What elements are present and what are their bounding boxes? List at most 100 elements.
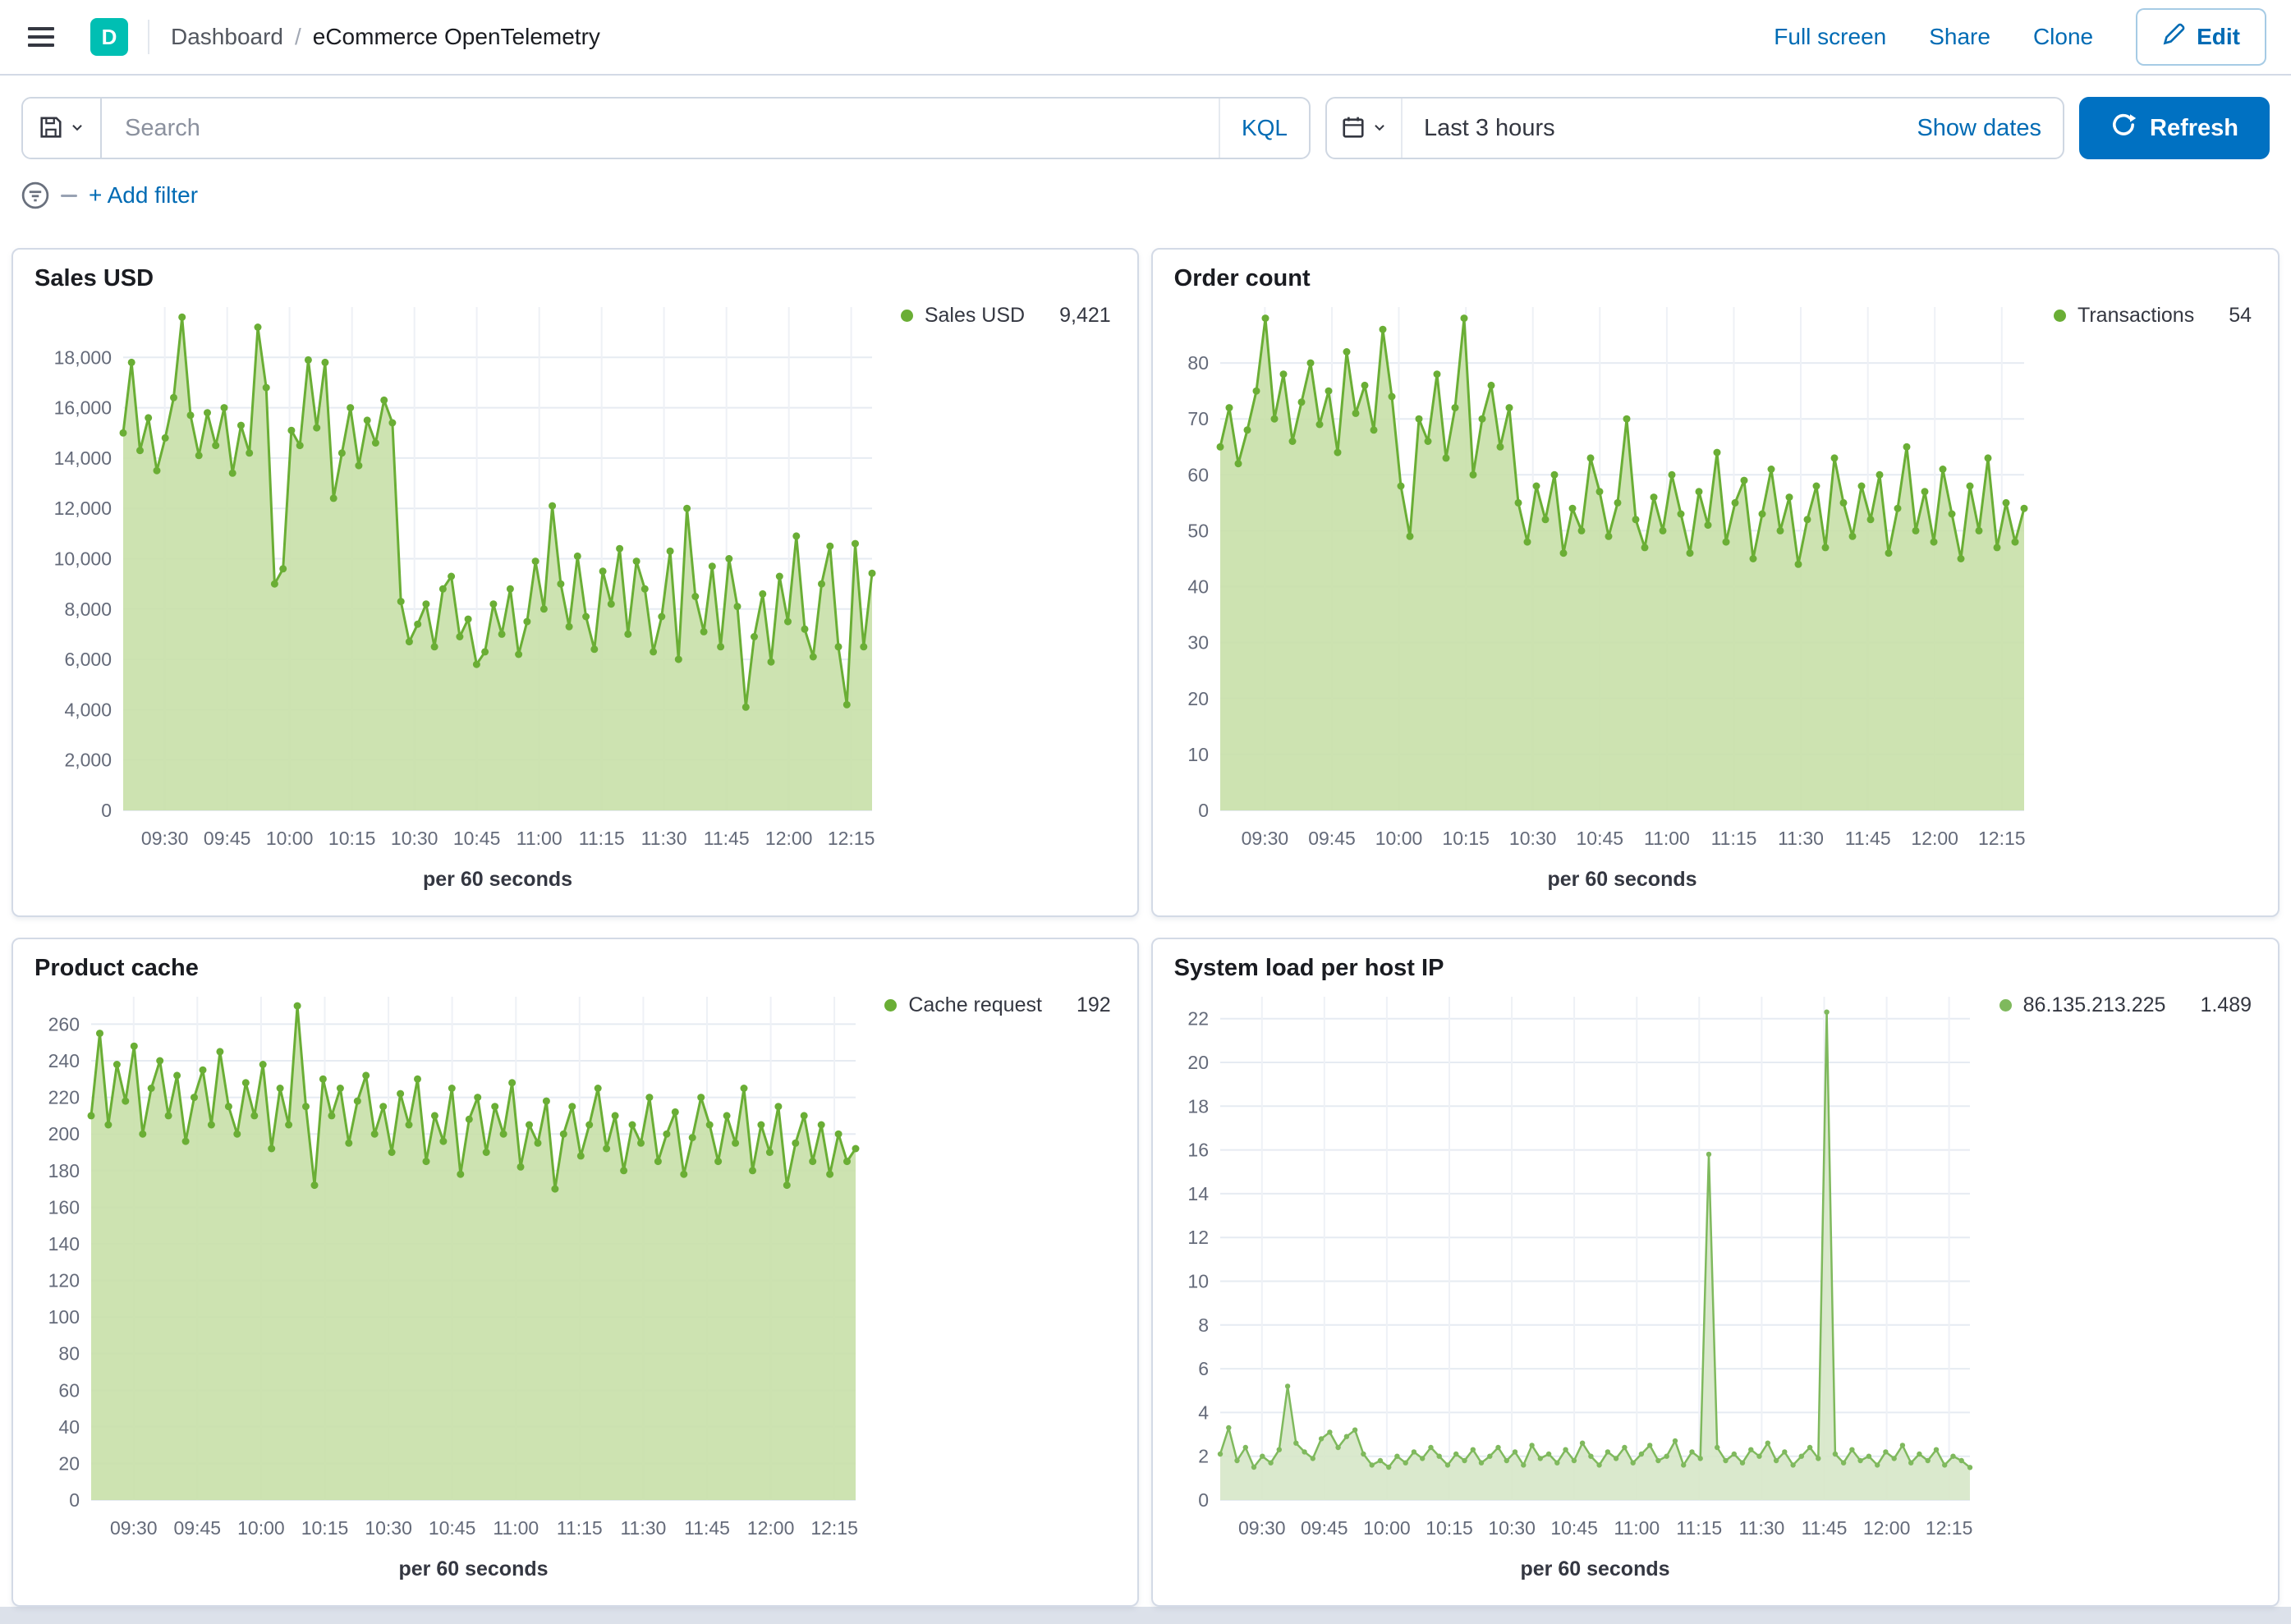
breadcrumb-dashboard[interactable]: Dashboard [171,24,283,49]
search-box: KQL [102,99,1309,158]
svg-text:09:30: 09:30 [1238,1517,1286,1539]
svg-text:10:45: 10:45 [429,1517,476,1539]
panel-sales-usd: Sales USD 0 2,000 4,000 6,000 8,000 10,000 12,… [11,248,1139,917]
breadcrumb-separator: / [294,24,301,49]
svg-text:4,000: 4,000 [64,699,112,720]
legend-value: 54 [2229,304,2252,327]
svg-text:14: 14 [1187,1183,1209,1204]
order-count-chart[interactable]: 0 10 20 30 40 50 60 70 80 09:30 09:45 10:00 10:15 10:… [1174,297,2039,897]
svg-text:11:45: 11:45 [684,1517,730,1539]
svg-text:09:45: 09:45 [1301,1517,1348,1539]
legend-item-transactions[interactable]: Transactions 54 [2039,297,2257,328]
svg-text:8: 8 [1198,1314,1209,1336]
svg-text:14,000: 14,000 [54,447,112,469]
legend-label: Transactions [2078,304,2195,327]
hamburger-menu-icon[interactable] [21,17,61,57]
svg-text:20: 20 [58,1452,80,1474]
edit-button[interactable]: Edit [2136,8,2266,66]
svg-text:11:15: 11:15 [557,1517,603,1539]
svg-text:11:15: 11:15 [1710,828,1756,849]
filter-icon[interactable] [21,181,49,209]
dashboard-grid: Sales USD 0 2,000 4,000 6,000 8,000 10,000 12,… [0,248,2291,1607]
svg-text:12,000: 12,000 [54,498,112,519]
header-bar: D Dashboard / eCommerce OpenTelemetry Fu… [0,0,2291,76]
svg-text:11:45: 11:45 [704,828,750,849]
svg-text:12:00: 12:00 [747,1517,795,1539]
search-input[interactable] [102,99,1219,158]
space-badge[interactable]: D [90,18,128,56]
panel-product-cache: Product cache 0 20 40 60 80 100 120 140 160 180 20… [11,938,1139,1607]
svg-text:0: 0 [101,800,112,821]
clone-link[interactable]: Clone [2032,24,2094,49]
svg-text:11:15: 11:15 [579,828,625,849]
legend-item-sales-usd[interactable]: Sales USD 9,421 [886,297,1116,328]
filter-dash [61,194,77,197]
svg-text:20: 20 [1187,688,1209,709]
svg-text:09:45: 09:45 [1308,828,1356,849]
legend-value: 1.489 [2200,993,2252,1016]
svg-text:18: 18 [1187,1095,1209,1117]
svg-text:20: 20 [1187,1052,1209,1073]
svg-text:80: 80 [58,1343,80,1365]
legend-item-cache-request[interactable]: Cache request 192 [870,987,1115,1017]
panel-title: Sales USD [34,265,154,291]
svg-text:09:45: 09:45 [174,1517,222,1539]
hamburger-bars [28,27,54,47]
svg-text:10:30: 10:30 [391,828,438,849]
svg-text:12:15: 12:15 [828,828,875,849]
header-actions: Full screen Share Clone Edit [1774,8,2266,66]
kql-button[interactable]: KQL [1218,99,1309,158]
svg-text:10: 10 [1187,744,1209,765]
svg-text:11:45: 11:45 [1844,828,1890,849]
system-load-chart[interactable]: 0 2 4 6 8 10 12 14 16 18 20 22 09:30 09:45 10:00 10:15 1… [1174,987,1985,1587]
pencil-icon [2162,23,2185,52]
svg-text:6: 6 [1198,1358,1209,1379]
svg-text:per 60 seconds: per 60 seconds [1520,1557,1669,1580]
svg-text:22: 22 [1187,1008,1209,1030]
share-link[interactable]: Share [1929,24,1990,49]
svg-text:11:00: 11:00 [493,1517,539,1539]
refresh-button[interactable]: Refresh [2079,97,2270,159]
legend-label: Sales USD [924,304,1026,327]
svg-text:140: 140 [48,1233,80,1255]
svg-text:11:15: 11:15 [1676,1517,1722,1539]
add-filter-link[interactable]: + Add filter [89,182,199,208]
svg-text:0: 0 [1198,800,1209,821]
svg-text:2: 2 [1198,1446,1209,1467]
time-range-label[interactable]: Last 3 hours [1424,114,1555,141]
sales-usd-chart[interactable]: 0 2,000 4,000 6,000 8,000 10,000 12,000 14,000 1… [34,297,886,897]
legend-label: Cache request [908,993,1042,1016]
svg-text:10:15: 10:15 [1426,1517,1473,1539]
legend-label: 86.135.213.225 [2022,993,2166,1016]
breadcrumb: Dashboard / eCommerce OpenTelemetry [171,24,600,50]
header-divider [148,20,149,54]
saved-query-menu-button[interactable] [23,99,102,158]
svg-text:11:30: 11:30 [641,828,687,849]
full-screen-link[interactable]: Full screen [1774,24,1887,49]
svg-text:60: 60 [58,1379,80,1401]
svg-text:12:15: 12:15 [1978,828,2026,849]
svg-text:30: 30 [1187,632,1209,654]
svg-text:10:15: 10:15 [328,828,376,849]
svg-text:0: 0 [69,1489,80,1511]
svg-text:10,000: 10,000 [54,548,112,570]
svg-text:11:30: 11:30 [620,1517,666,1539]
svg-text:per 60 seconds: per 60 seconds [398,1557,548,1580]
svg-text:10:30: 10:30 [1509,828,1557,849]
show-dates-link[interactable]: Show dates [1917,114,2041,141]
svg-text:12:15: 12:15 [1925,1517,1972,1539]
svg-text:11:45: 11:45 [1801,1517,1847,1539]
svg-text:11:30: 11:30 [1738,1517,1784,1539]
legend-item-host-ip[interactable]: 86.135.213.225 1.489 [1985,987,2257,1017]
edit-button-label: Edit [2197,24,2240,49]
date-picker-menu-button[interactable] [1327,99,1403,158]
legend-dot [900,310,913,322]
svg-text:50: 50 [1187,520,1209,541]
svg-text:10:00: 10:00 [1363,1517,1411,1539]
legend-value: 192 [1076,993,1111,1016]
panel-body: 0 2,000 4,000 6,000 8,000 10,000 12,000 14,000 1… [34,297,1116,897]
search-group: KQL [21,97,1311,159]
svg-text:2,000: 2,000 [64,750,112,771]
panel-body: 0 20 40 60 80 100 120 140 160 180 200 220 240 260 09:3… [34,987,1116,1587]
product-cache-chart[interactable]: 0 20 40 60 80 100 120 140 160 180 200 220 240 260 09:3… [34,987,870,1587]
